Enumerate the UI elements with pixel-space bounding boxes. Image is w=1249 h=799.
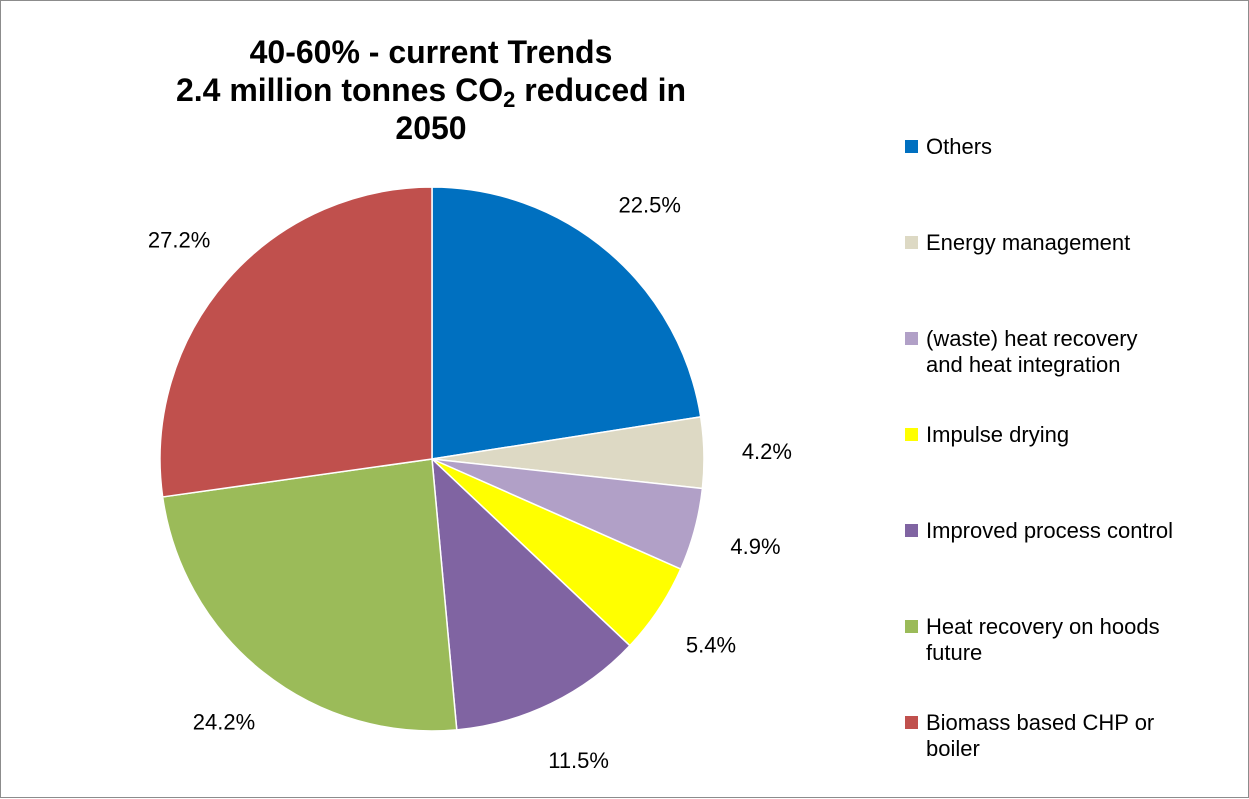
pie-slice-heat-recovery-on-hoods-future bbox=[161, 458, 458, 732]
chart-title-pre: 2.4 million tonnes CO bbox=[175, 72, 504, 108]
legend-swatch bbox=[905, 524, 918, 537]
legend-swatch bbox=[905, 620, 918, 633]
pie-slice-others bbox=[431, 186, 702, 460]
legend-swatch bbox=[905, 236, 918, 249]
legend-swatch bbox=[905, 332, 918, 345]
chart-title-line-1: 40-60% - current Trends bbox=[249, 34, 613, 70]
legend-label: Impulse drying bbox=[926, 422, 1070, 447]
legend-label: Improved process control bbox=[926, 518, 1173, 543]
legend-label: (waste) heat recovery and heat integrati… bbox=[926, 326, 1138, 377]
data-label-heat-recovery-on-hoods-future: 24.2% bbox=[193, 710, 255, 735]
legend-swatch bbox=[905, 716, 918, 729]
legend-swatch bbox=[905, 428, 918, 441]
pie-slice-improved-process-control bbox=[431, 457, 631, 731]
legend-swatch bbox=[905, 140, 918, 153]
data-label-improved-process-control: 11.5% bbox=[548, 748, 609, 773]
data-label-energy-management: 4.2% bbox=[742, 439, 792, 464]
legend-label: Energy management bbox=[926, 230, 1131, 255]
data-label-waste-heat-recovery-and-heat-integration: 4.9% bbox=[730, 534, 780, 559]
data-label-biomass-based-chp-or-boiler: 27.2% bbox=[148, 227, 210, 252]
data-label-others: 22.5% bbox=[619, 192, 681, 217]
chart-title-subscript: 2 bbox=[503, 87, 516, 112]
legend-label: Biomass based CHP or boiler bbox=[926, 710, 1155, 761]
pie-slice-biomass-based-chp-or-boiler bbox=[159, 186, 433, 498]
data-label-impulse-drying: 5.4% bbox=[686, 632, 736, 657]
chart-title-post: reduced in 2050 bbox=[395, 72, 687, 146]
chart-title-line-2: 2.4 million tonnes CO2 reduced in 2050 bbox=[161, 71, 701, 147]
legend-label: Heat recovery on hoods future bbox=[926, 614, 1160, 665]
legend-label: Others bbox=[926, 134, 993, 159]
chart-title: 40-60% - current Trends 2.4 million tonn… bbox=[161, 33, 701, 147]
